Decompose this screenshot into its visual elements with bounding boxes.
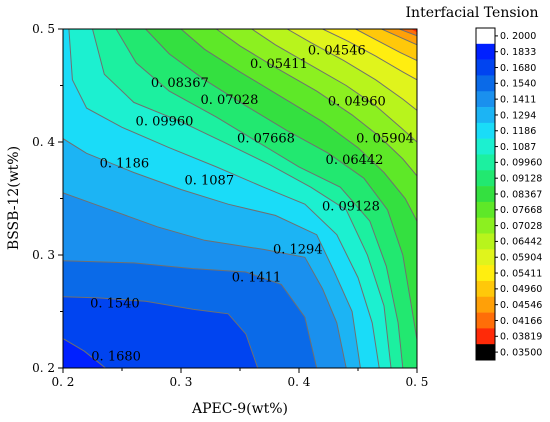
legend-label: 0. 09128: [500, 173, 542, 184]
contour-label: 0. 1087: [184, 173, 234, 188]
contour-lines: [63, 29, 417, 368]
contour-line: [63, 338, 106, 368]
legend-swatch: [476, 217, 495, 234]
legend-swatch: [476, 201, 495, 219]
contour-label: 0. 04546: [308, 44, 366, 59]
contour-label: 0. 09128: [322, 199, 380, 214]
contour-label: 0. 1540: [90, 297, 140, 312]
legend-swatch: [476, 265, 495, 282]
contour-label: 0. 1411: [232, 271, 282, 286]
legend-label: 0. 1087: [500, 142, 536, 153]
contour-line: [216, 29, 417, 177]
legend-label: 0. 1411: [500, 94, 536, 105]
legend-title: Interfacial Tension: [406, 5, 539, 21]
legend-swatch: [476, 43, 495, 60]
legend-swatch: [476, 296, 495, 313]
legend-scale: 0. 2000 0. 1833 0. 1680 0. 1540 0. 1411 0. 12…: [476, 28, 542, 361]
x-axis-title: APEC-9(wt%): [191, 401, 288, 417]
legend-label: 0. 06442: [500, 237, 542, 248]
legend-label: 0. 04166: [500, 316, 542, 327]
x-tick-label: 0. 2: [52, 375, 75, 389]
y-axis: 0. 2 0. 3 0. 4 0. 5: [32, 22, 63, 375]
contour-line: [381, 29, 417, 46]
legend-label: 0. 1680: [500, 63, 536, 74]
x-tick-label: 0. 3: [170, 375, 193, 389]
legend-label: 0. 07028: [500, 221, 542, 232]
contour-label: 0. 08367: [151, 76, 209, 91]
contour-label: 0. 1680: [91, 350, 141, 365]
legend-swatch: [476, 91, 495, 108]
legend-label: 0. 03819: [500, 332, 542, 343]
contour-label: 0. 1294: [273, 242, 323, 257]
legend-label: 0. 2000: [500, 31, 536, 42]
contour-line: [322, 29, 417, 81]
contour-line: [63, 138, 361, 368]
legend-swatch: [476, 328, 495, 345]
legend-label: 0. 1186: [500, 126, 536, 137]
contour-line: [286, 29, 417, 111]
contour-label: 0. 04960: [328, 94, 386, 109]
legend-swatch: [476, 138, 495, 155]
legend-swatch: [476, 186, 495, 203]
y-tick-label: 0. 5: [32, 22, 55, 36]
contour-bands: [63, 29, 417, 368]
legend-label: 0. 04546: [500, 300, 542, 311]
contour-label: 0. 05904: [356, 132, 414, 147]
legend-label: 0. 05904: [500, 253, 542, 264]
y-tick-label: 0. 2: [32, 361, 55, 375]
legend-swatch: [476, 170, 495, 187]
contour-label: 0. 05411: [250, 57, 308, 72]
contour-band: [411, 29, 417, 33]
contour-line: [145, 29, 417, 340]
contour-line: [63, 260, 318, 368]
legend-label: 0. 03500: [500, 347, 542, 358]
legend-swatch: [476, 344, 495, 361]
contour-label: 0. 07028: [200, 93, 258, 108]
contour-line: [63, 296, 259, 368]
contour-label: 0. 07668: [237, 132, 295, 147]
contour-line: [251, 29, 417, 143]
legend-swatch: [476, 312, 495, 329]
x-axis: 0. 2 0. 3 0. 4 0. 5: [52, 368, 429, 389]
y-tick-label: 0. 3: [32, 248, 55, 262]
x-tick-label: 0. 4: [288, 375, 311, 389]
contour-label: 0. 09960: [136, 115, 194, 130]
contour-line: [92, 29, 392, 368]
legend-label: 0. 07668: [500, 205, 542, 216]
legend-swatch: [476, 28, 495, 45]
legend-swatch: [476, 280, 495, 298]
legend-label: 0. 08367: [500, 189, 542, 200]
legend-label: 0. 05411: [500, 268, 542, 279]
plot-area: [62, 28, 418, 369]
legend-label: 0. 04960: [500, 284, 542, 295]
contour-line: [63, 192, 347, 368]
legend-swatch: [476, 233, 495, 250]
y-axis-title: BSSB-12(wt%): [6, 146, 22, 250]
legend-swatch: [476, 75, 495, 92]
legend-swatch: [476, 154, 495, 171]
contour-line: [399, 29, 417, 37]
legend-swatch: [476, 249, 495, 266]
legend-label: 0. 1540: [500, 79, 536, 90]
contour-line: [115, 29, 404, 368]
x-tick-label: 0. 5: [406, 375, 429, 389]
contour-label: 0. 1186: [100, 157, 150, 172]
legend-swatch: [476, 122, 495, 139]
contour-line: [355, 29, 417, 62]
y-tick-label: 0. 4: [32, 135, 55, 149]
legend-swatch: [476, 107, 495, 124]
legend-label: 0. 1833: [500, 47, 536, 58]
contour-label: 0. 06442: [326, 153, 384, 168]
legend-label: 0. 1294: [500, 110, 536, 121]
legend-label: 0. 09960: [500, 158, 542, 169]
legend-swatch: [476, 59, 495, 76]
legend: Interfacial Tension 0. 2000 0. 1833 0. 168…: [406, 5, 542, 361]
contour-line: [68, 29, 380, 368]
legend-frame: [475, 27, 496, 361]
contour-line: [180, 29, 417, 222]
